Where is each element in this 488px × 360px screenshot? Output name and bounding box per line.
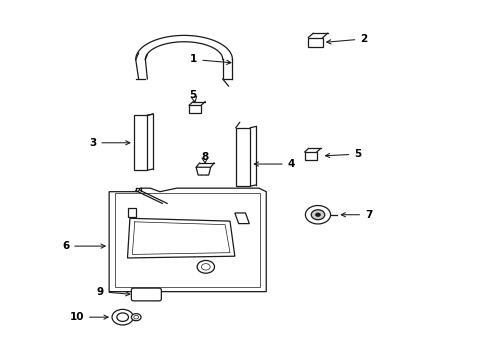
Bar: [134, 115, 147, 170]
Circle shape: [117, 313, 128, 321]
Bar: [304, 152, 316, 160]
Circle shape: [112, 309, 133, 325]
Polygon shape: [234, 213, 249, 224]
Bar: [127, 208, 136, 216]
Circle shape: [315, 213, 320, 216]
Bar: [308, 37, 322, 48]
Circle shape: [131, 314, 141, 321]
Text: 7: 7: [341, 210, 372, 220]
Polygon shape: [109, 188, 265, 292]
Text: 5: 5: [189, 90, 197, 100]
Polygon shape: [196, 167, 210, 175]
Bar: [189, 105, 201, 113]
Text: 9: 9: [96, 287, 130, 297]
Text: 8: 8: [201, 152, 208, 162]
Polygon shape: [127, 218, 234, 258]
Text: 4: 4: [254, 159, 294, 169]
Bar: [115, 193, 260, 287]
Circle shape: [305, 206, 330, 224]
Text: 3: 3: [89, 138, 130, 148]
Text: 6: 6: [62, 241, 105, 251]
Circle shape: [310, 210, 324, 220]
Text: 1: 1: [190, 54, 230, 64]
Circle shape: [197, 260, 214, 273]
Text: 5: 5: [325, 149, 361, 159]
Text: 2: 2: [326, 34, 367, 44]
Text: 10: 10: [69, 312, 108, 322]
FancyBboxPatch shape: [131, 288, 161, 301]
Bar: [235, 128, 250, 186]
